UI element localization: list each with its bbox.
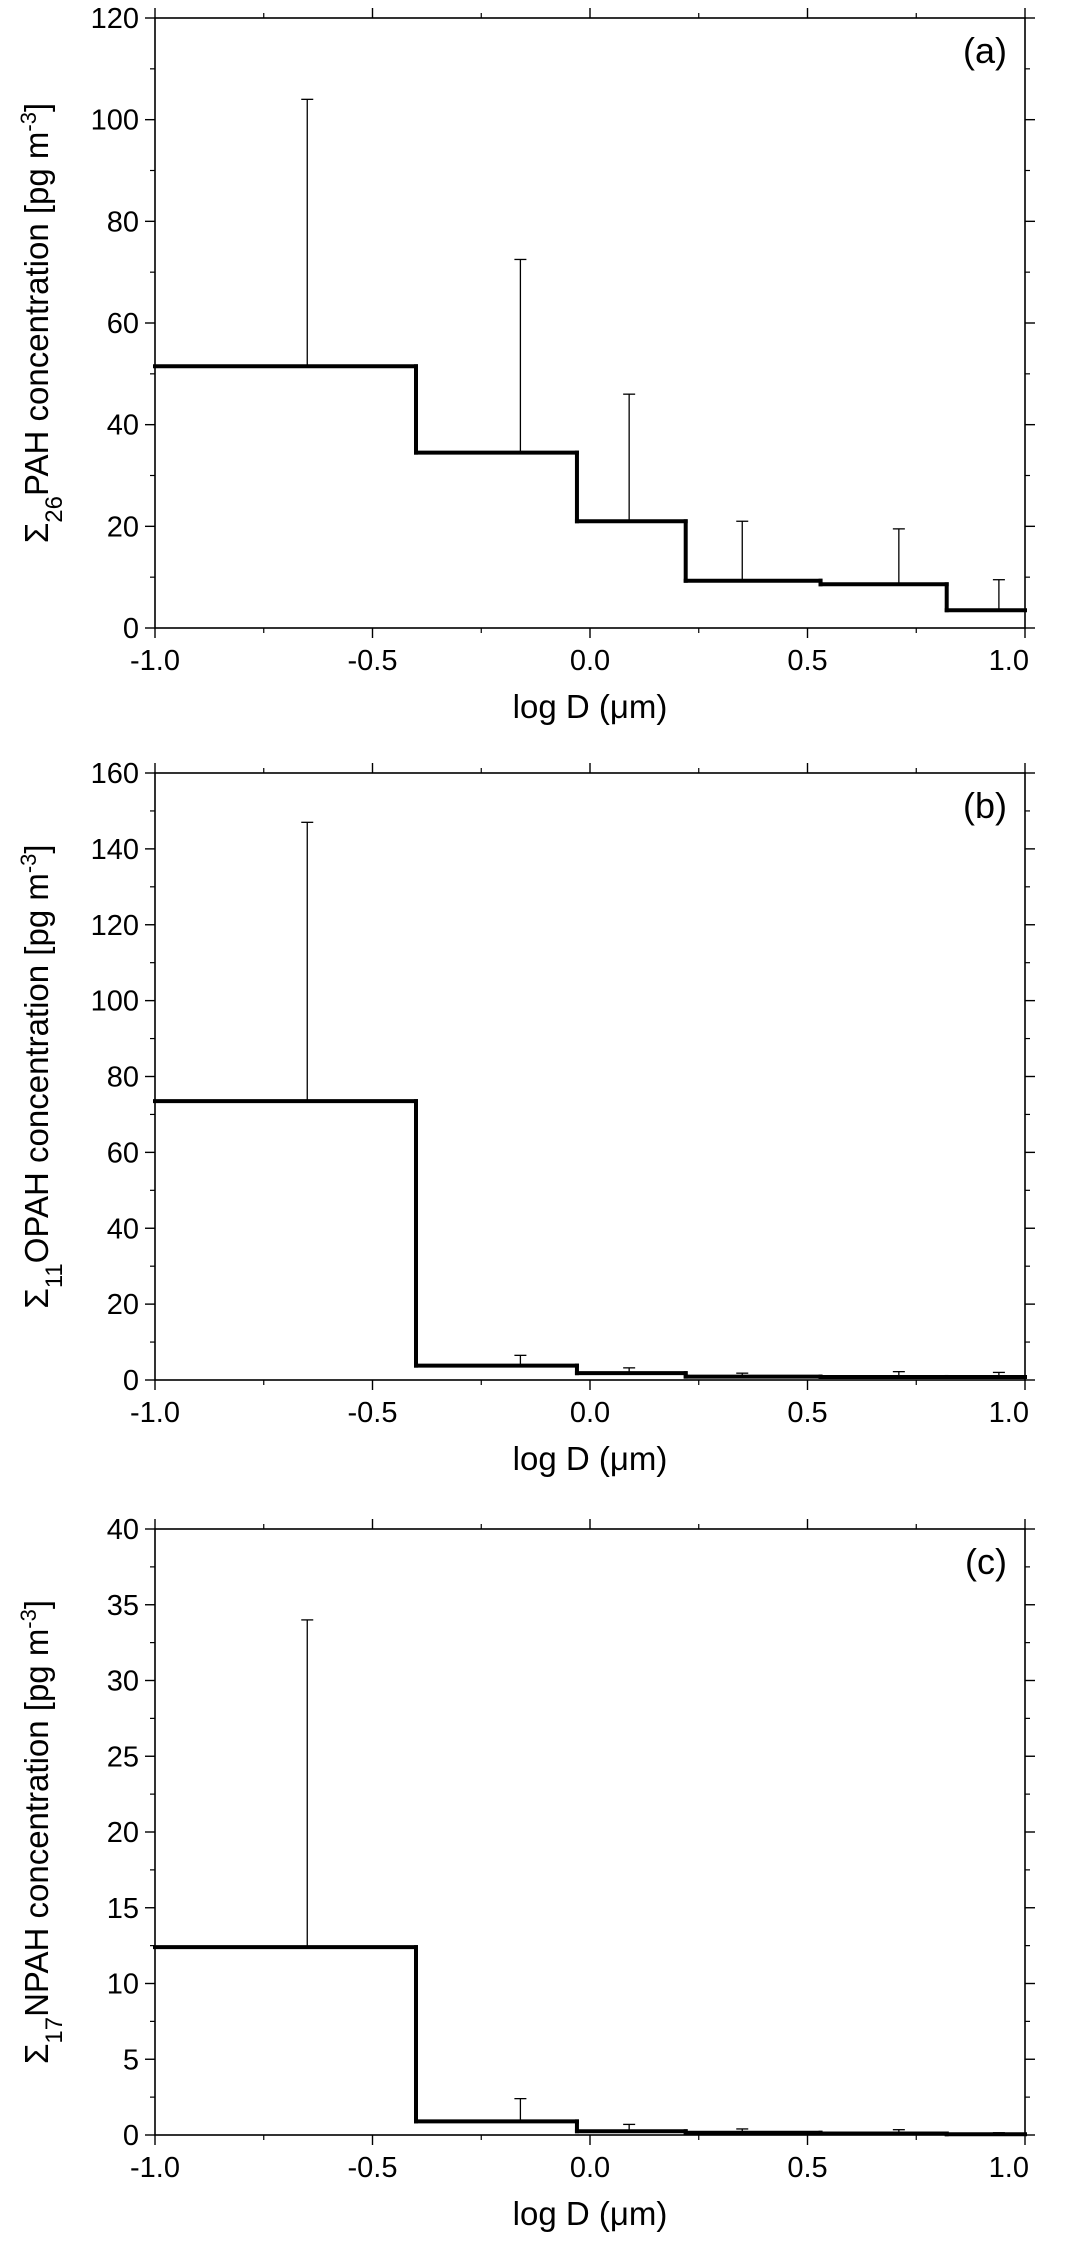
x-axis-title: log D (μm) bbox=[513, 2195, 668, 2232]
y-tick-label: 80 bbox=[107, 206, 139, 238]
y-tick-label: 0 bbox=[123, 1365, 139, 1397]
chart-panel-c: -1.0 -0.5 0.0 0.5 1.0 0 5 10 15 20 25 30 35 40 (c) log … bbox=[16, 1514, 1035, 2232]
panel-label: (b) bbox=[963, 785, 1007, 826]
y-title-text: NPAH concentration [pg m bbox=[18, 1629, 55, 2017]
y-tick-label: 40 bbox=[107, 1213, 139, 1245]
x-tick-label: 0.0 bbox=[570, 645, 610, 677]
y-tick-label: 160 bbox=[91, 758, 139, 790]
x-tick-label: 1.0 bbox=[989, 2152, 1029, 2184]
y-axis-title: Σ26PAH concentration [pg m-3] bbox=[16, 103, 68, 543]
x-axis-title: log D (μm) bbox=[513, 1440, 668, 1477]
y-title-superscript: -3 bbox=[16, 854, 41, 874]
y-tick-label: 40 bbox=[107, 1514, 139, 1546]
plot-frame bbox=[154, 772, 1026, 1381]
plot-frame bbox=[154, 17, 1026, 629]
y-title-symbol: Σ bbox=[18, 2044, 55, 2064]
y-title-superscript: -3 bbox=[16, 112, 41, 132]
y-title-text: PAH concentration [pg m bbox=[18, 132, 55, 496]
y-tick-label: 120 bbox=[91, 3, 139, 35]
y-tick-label: 30 bbox=[107, 1666, 139, 1698]
y-tick-label: 100 bbox=[91, 105, 139, 137]
y-title-close: ] bbox=[18, 103, 55, 112]
y-title-subscript: 17 bbox=[41, 2017, 68, 2044]
y-tick-label: 35 bbox=[107, 1590, 139, 1622]
y-tick-label: 120 bbox=[91, 910, 139, 942]
x-tick-label: -0.5 bbox=[348, 1397, 398, 1429]
x-axis-title: log D (μm) bbox=[513, 688, 668, 725]
x-tick-label: 1.0 bbox=[989, 1397, 1029, 1429]
y-title-symbol: Σ bbox=[18, 1288, 55, 1308]
y-title-text: OPAH concentration [pg m bbox=[18, 873, 55, 1263]
y-title-subscript: 11 bbox=[41, 1263, 68, 1288]
x-tick-label: -0.5 bbox=[348, 645, 398, 677]
y-tick-label: 15 bbox=[107, 1893, 139, 1925]
y-axis-title: Σ11OPAH concentration [pg m-3] bbox=[16, 844, 68, 1308]
plot-frame bbox=[154, 1528, 1026, 2136]
y-tick-label: 60 bbox=[107, 308, 139, 340]
y-tick-label: 0 bbox=[123, 2120, 139, 2152]
panel-label: (a) bbox=[963, 30, 1007, 71]
y-title-close: ] bbox=[18, 844, 55, 853]
y-tick-label: 100 bbox=[91, 986, 139, 1018]
y-title-symbol: Σ bbox=[18, 523, 55, 543]
x-tick-label: -1.0 bbox=[130, 645, 180, 677]
x-tick-label: 1.0 bbox=[989, 645, 1029, 677]
y-title-superscript: -3 bbox=[16, 1609, 41, 1629]
y-tick-label: 20 bbox=[107, 511, 139, 543]
y-tick-label: 10 bbox=[107, 1969, 139, 2001]
x-tick-label: -1.0 bbox=[130, 2152, 180, 2184]
chart-panel-a: -1.0 -0.5 0.0 0.5 1.0 0 20 40 60 80 100 120 (a) log D… bbox=[16, 3, 1035, 725]
y-tick-label: 5 bbox=[123, 2044, 139, 2076]
y-tick-label: 25 bbox=[107, 1741, 139, 1773]
y-tick-label: 80 bbox=[107, 1062, 139, 1094]
x-tick-label: 0.0 bbox=[570, 1397, 610, 1429]
y-tick-label: 40 bbox=[107, 410, 139, 442]
y-tick-label: 20 bbox=[107, 1289, 139, 1321]
chart-panel-b: -1.0 -0.5 0.0 0.5 1.0 0 20 40 60 80 100 120 140 160 (b… bbox=[16, 758, 1035, 1477]
panel-label: (c) bbox=[965, 1541, 1007, 1582]
y-tick-label: 60 bbox=[107, 1137, 139, 1169]
x-tick-label: 0.5 bbox=[787, 1397, 827, 1429]
y-tick-label: 0 bbox=[123, 613, 139, 645]
y-title-subscript: 26 bbox=[41, 496, 68, 523]
x-tick-label: 0.5 bbox=[787, 645, 827, 677]
x-tick-label: -1.0 bbox=[130, 1397, 180, 1429]
x-tick-label: -0.5 bbox=[348, 2152, 398, 2184]
y-title-close: ] bbox=[18, 1600, 55, 1609]
y-tick-label: 140 bbox=[91, 834, 139, 866]
y-tick-label: 20 bbox=[107, 1817, 139, 1849]
x-tick-label: 0.0 bbox=[570, 2152, 610, 2184]
y-axis-title: Σ17NPAH concentration [pg m-3] bbox=[16, 1600, 68, 2064]
x-tick-label: 0.5 bbox=[787, 2152, 827, 2184]
